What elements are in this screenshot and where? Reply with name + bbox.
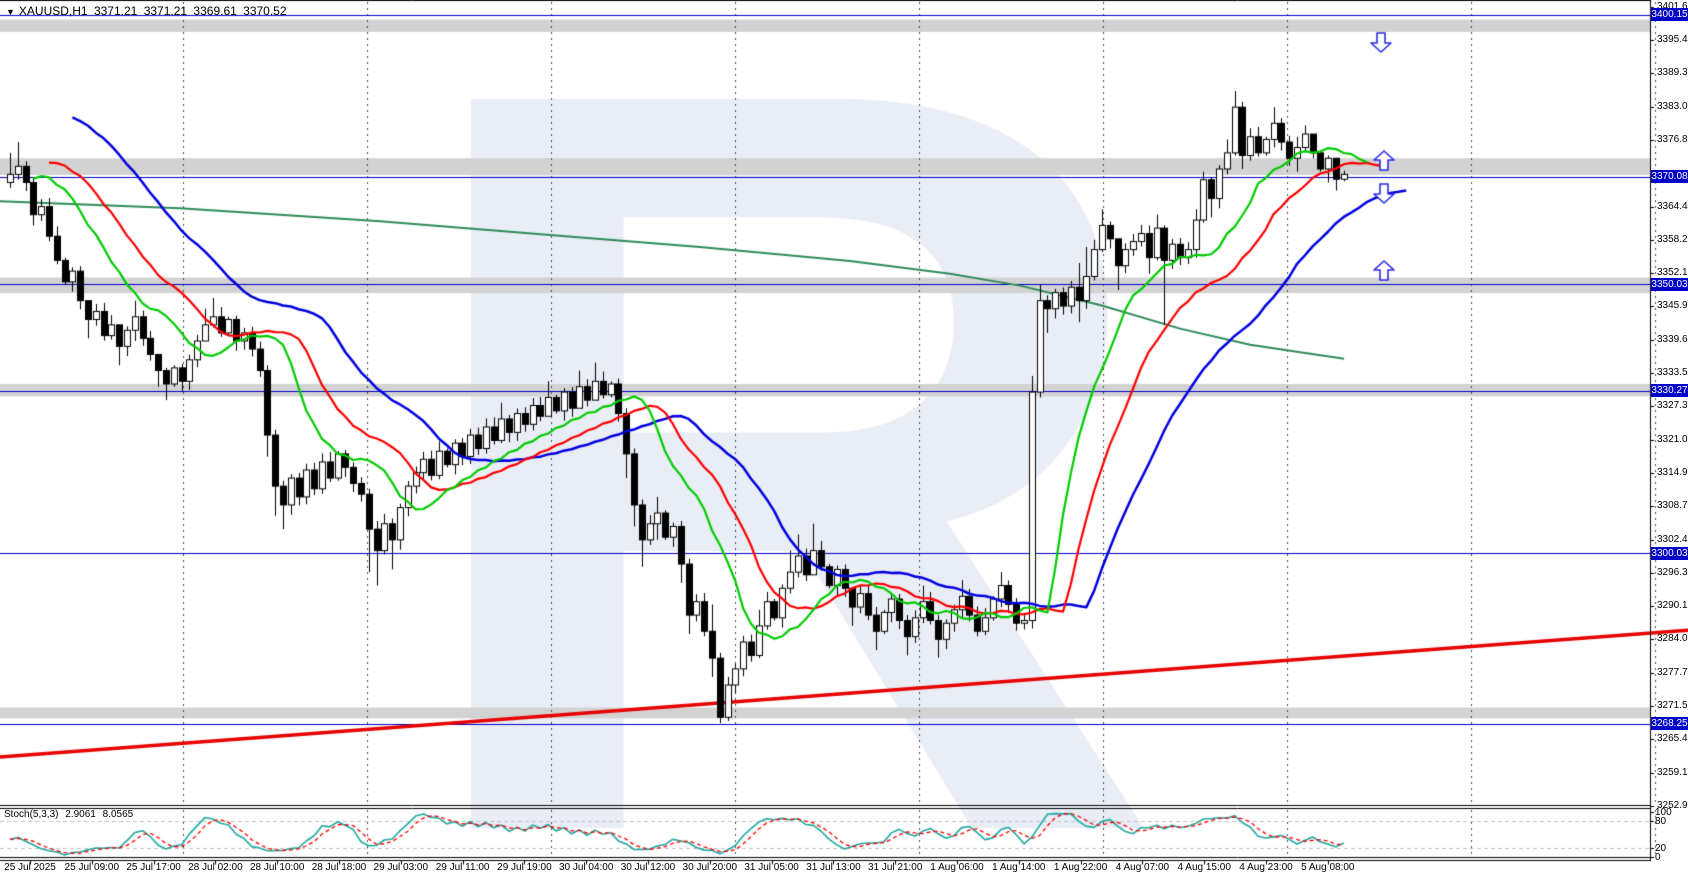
time-axis-label: 30 Jul 20:00 — [682, 862, 738, 873]
price-axis-tick: 3308.75 — [1657, 500, 1688, 512]
collapse-arrow-icon[interactable]: ▼ — [6, 7, 15, 17]
price-axis-tick: 3321.05 — [1657, 434, 1688, 446]
time-axis-label: 25 Jul 2025 — [4, 862, 56, 873]
price-axis-tick: 3389.30 — [1657, 67, 1688, 79]
price-axis-tick: 3383.00 — [1657, 101, 1688, 113]
time-axis-label: 28 Jul 02:00 — [188, 862, 243, 873]
time-axis-label: 1 Aug 22:00 — [1053, 862, 1108, 873]
time-axis-label: 31 Jul 13:00 — [806, 862, 861, 873]
price-axis-tick: 3327.35 — [1657, 400, 1688, 412]
price-axis-tick: 3290.15 — [1657, 600, 1688, 612]
stoch-name: Stoch(5,3,3) — [4, 809, 59, 820]
stoch-scale-tick: 20 — [1655, 842, 1667, 854]
stoch-scale-tick: 80 — [1655, 815, 1667, 827]
stoch-k-value: 2.9061 — [65, 809, 96, 820]
price-tag: 3300.03 — [1651, 546, 1688, 560]
price-axis-tick: 3345.95 — [1657, 300, 1688, 312]
time-axis-label: 31 Jul 21:00 — [867, 862, 923, 873]
time-axis-label: 1 Aug 14:00 — [992, 862, 1046, 873]
symbol-info: ▼ XAUUSD,H1 3371.21 3371.21 3369.61 3370.… — [6, 4, 290, 18]
price-axis-tick: 3333.50 — [1657, 367, 1688, 379]
stoch-scale-tick: 0 — [1655, 851, 1661, 863]
price-axis-tick: 3364.40 — [1657, 201, 1688, 213]
price-axis-tick: 3395.45 — [1657, 34, 1688, 46]
price-axis-tick: 3252.95 — [1657, 800, 1688, 812]
price-tag: 3330.27 — [1651, 384, 1688, 398]
bar-open-value: 3371.21 — [93, 4, 138, 18]
stoch-indicator-label: Stoch(5,3,3) 2.9061 8.0565 — [4, 809, 137, 820]
price-axis-tick: 3314.90 — [1657, 467, 1688, 479]
price-axis-tick: 3339.65 — [1657, 334, 1688, 346]
bar-high-value: 3371.21 — [143, 4, 188, 18]
price-axis-tick: 3302.45 — [1657, 534, 1688, 546]
time-axis-label: 25 Jul 17:00 — [126, 862, 181, 873]
time-axis-label: 1 Aug 06:00 — [930, 862, 984, 873]
time-axis-label: 29 Jul 03:00 — [373, 862, 429, 873]
time-axis-label: 29 Jul 19:00 — [497, 862, 552, 873]
symbol-title: XAUUSD,H1 — [18, 4, 88, 18]
price-axis-tick: 3376.85 — [1657, 134, 1688, 146]
bar-close-value: 3370.52 — [243, 4, 287, 18]
time-axis-label: 30 Jul 12:00 — [620, 862, 676, 873]
bar-low-value: 3369.61 — [193, 4, 237, 18]
price-axis-tick: 3401.60 — [1657, 1, 1688, 13]
price-tag: 3370.08 — [1651, 170, 1688, 184]
time-axis-label: 29 Jul 11:00 — [435, 862, 490, 873]
stoch-scale-tick: 100 — [1655, 806, 1672, 818]
price-axis-tick: 3265.40 — [1657, 733, 1688, 745]
time-axis-label: 30 Jul 04:00 — [558, 862, 614, 873]
price-axis-tick: 3352.10 — [1657, 267, 1688, 279]
time-axis-label: 4 Aug 15:00 — [1177, 862, 1231, 873]
price-axis-tick: 3259.10 — [1657, 767, 1688, 779]
time-axis-label: 4 Aug 07:00 — [1115, 862, 1170, 873]
price-axis-tick: 3277.70 — [1657, 667, 1688, 679]
time-axis-label: 5 Aug 08:00 — [1301, 862, 1355, 873]
time-axis-label: 31 Jul 05:00 — [744, 862, 799, 873]
price-tag: 3268.25 — [1651, 717, 1688, 731]
time-axis-label: 28 Jul 18:00 — [311, 862, 367, 873]
price-axis-tick: 3296.30 — [1657, 567, 1688, 579]
price-axis-tick: 3271.55 — [1657, 700, 1688, 712]
time-axis-label: 25 Jul 09:00 — [64, 862, 120, 873]
time-axis-label: 4 Aug 23:00 — [1239, 862, 1293, 873]
price-axis-tick: 3284.00 — [1657, 633, 1688, 645]
price-axis-tick: 3358.25 — [1657, 234, 1688, 246]
price-tag: 3400.15 — [1651, 8, 1688, 22]
time-axis-label: 28 Jul 10:00 — [249, 862, 305, 873]
stoch-d-value: 8.0565 — [102, 809, 134, 820]
price-tag: 3350.03 — [1651, 277, 1688, 291]
